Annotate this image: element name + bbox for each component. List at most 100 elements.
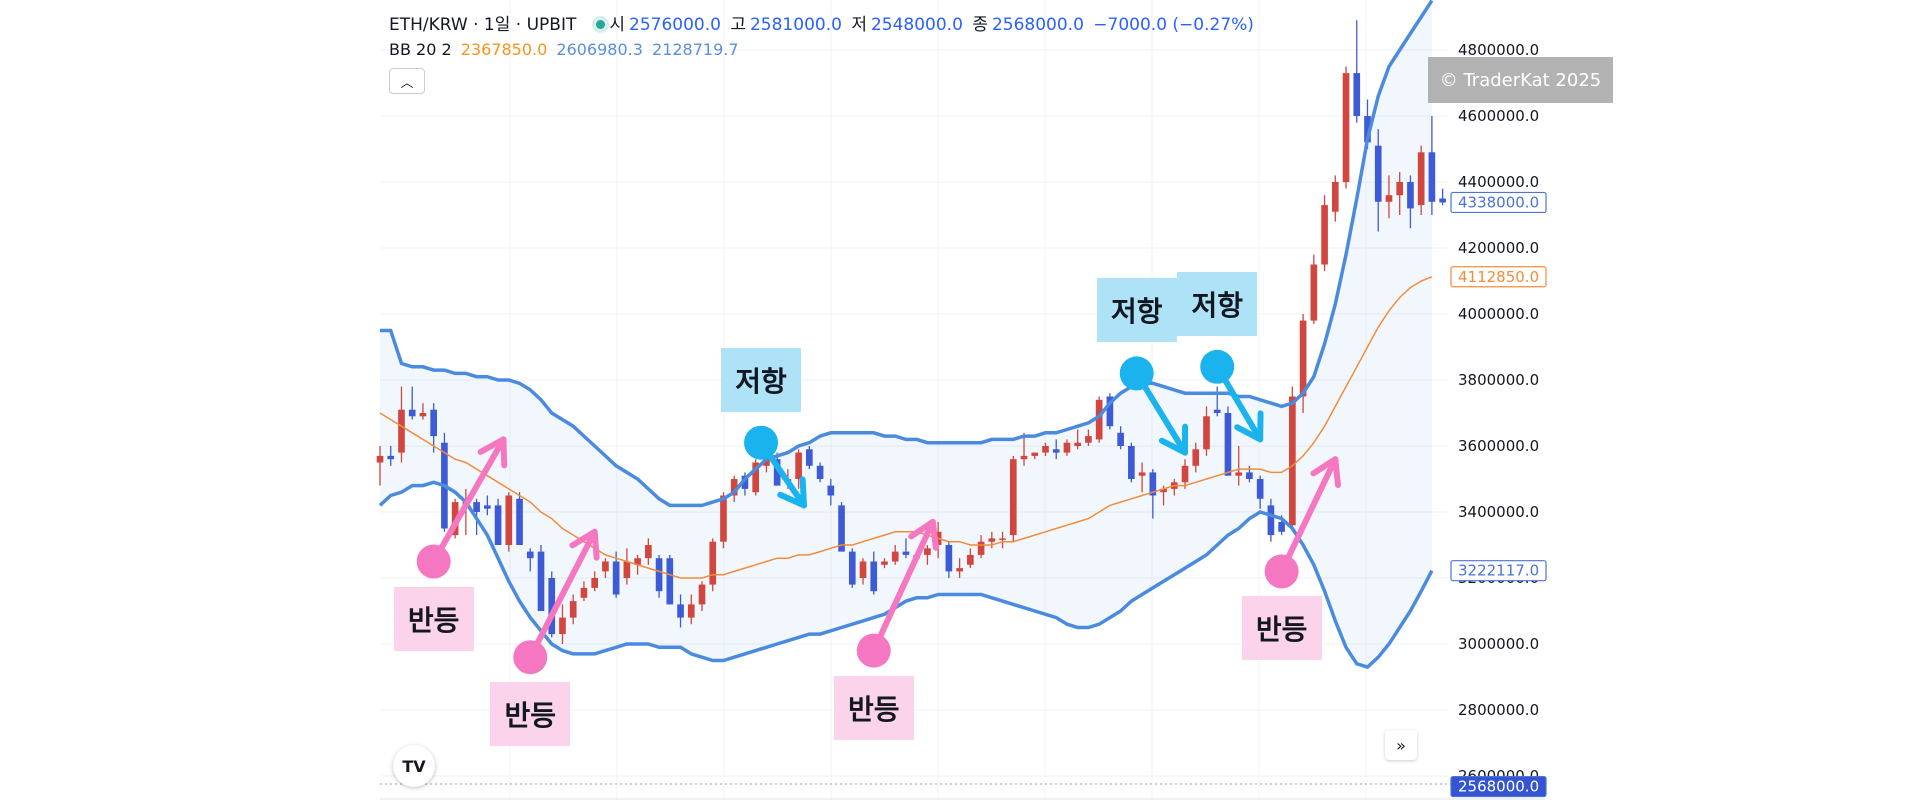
candle-body [687, 604, 695, 618]
change-value: −7000.0 (−0.27%) [1093, 15, 1254, 35]
price-tick-label: 3400000.0 [1458, 503, 1539, 521]
bounce-label: 반등 [490, 682, 571, 747]
candle-body [1428, 152, 1436, 202]
candle-body [1342, 73, 1350, 182]
price-tick-label: 3800000.0 [1458, 371, 1539, 389]
watermark: © TraderKat 2025 [1428, 57, 1613, 103]
high-value: 2581000.0 [749, 15, 842, 35]
price-tick-label: 2800000.0 [1458, 701, 1539, 719]
open-label: 시 [609, 15, 625, 35]
bounce-arrow-head [1310, 456, 1341, 489]
candle-body [376, 455, 384, 463]
candle-body [827, 485, 835, 496]
candle-body [730, 479, 738, 496]
candle-body [1117, 432, 1124, 446]
resistance-label: 저항 [1096, 278, 1177, 343]
bb-lower-value: 2128719.7 [652, 40, 739, 59]
candle-body [537, 551, 545, 611]
candle-body [430, 409, 437, 437]
indicator-legend[interactable]: BB 20 2 2367850.0 2606980.3 2128719.7 [389, 40, 743, 59]
candle-body [559, 617, 566, 635]
candle-body [945, 545, 953, 572]
symbol-legend: ETH/KRW · 1일 · UPBIT 시 2576000.0 고 2581000.… [389, 10, 1258, 35]
candle-body [1310, 264, 1318, 321]
price-tick-label: 4600000.0 [1458, 107, 1539, 125]
candle-body [1289, 396, 1296, 526]
candle-body [548, 578, 556, 635]
candle-body [494, 505, 502, 545]
candle-body [1052, 449, 1060, 453]
candle-body [859, 561, 867, 578]
candle-body [1020, 455, 1028, 460]
close-value: 2568000.0 [991, 15, 1084, 35]
candle-body [763, 459, 770, 466]
candle-body [838, 505, 845, 552]
candle-body [408, 409, 416, 417]
candle-body [902, 551, 910, 555]
open-value: 2576000.0 [629, 15, 721, 35]
price-label-text: 3222117.0 [1458, 562, 1539, 580]
candle-body [645, 545, 652, 559]
price-tick-label: 3000000.0 [1458, 635, 1539, 653]
double-chevron-right-icon: » [1396, 735, 1406, 755]
price-label-box [1450, 191, 1547, 214]
candle-body [1364, 116, 1371, 143]
candle-body [655, 558, 663, 592]
candle-body [848, 551, 856, 585]
bounce-arrow-head [569, 528, 600, 561]
symbol-title[interactable]: ETH/KRW · 1일 · UPBIT [389, 15, 577, 35]
bounce-marker-dot [1264, 554, 1299, 589]
candle-body [591, 578, 599, 588]
candle-body [967, 554, 974, 565]
market-status-icon [596, 20, 606, 29]
bounce-label: 반등 [1241, 596, 1322, 661]
candle-body [709, 541, 717, 585]
candle-body [387, 455, 395, 460]
bollinger-upper-line [380, 0, 1434, 508]
collapse-legend-button[interactable]: ︿ [389, 68, 425, 94]
candle-body [956, 568, 963, 572]
candle-body [1331, 182, 1339, 212]
candle-body [1009, 459, 1017, 536]
candle-body [612, 561, 620, 595]
candle-body [1267, 505, 1275, 536]
candle-body [484, 505, 491, 509]
resistance-label: 저항 [721, 347, 802, 412]
resist-marker-dot [1119, 356, 1154, 391]
candle-body [1160, 488, 1167, 493]
candle-body [698, 584, 706, 605]
resist-marker-dot [744, 425, 779, 460]
close-label: 종 [972, 15, 988, 35]
price-tick-label: 3600000.0 [1458, 437, 1539, 455]
price-axis[interactable]: 4800000.0 4600000.0 4400000.0 4200000.0 4000… [380, 41, 1547, 800]
bounce-arrow-line [527, 528, 598, 661]
candle-body [666, 558, 674, 605]
candle-body [1042, 446, 1049, 453]
candle-body [1031, 452, 1039, 456]
candle-body [580, 587, 588, 598]
candle-body [1138, 472, 1146, 476]
candle-body [623, 561, 631, 578]
bb-label[interactable]: BB 20 2 [389, 40, 452, 59]
candle-body [816, 465, 824, 479]
scroll-to-realtime-button[interactable]: » [1385, 730, 1417, 760]
bounce-label: 반등 [833, 675, 914, 740]
price-label-text: 2568000.0 [1458, 778, 1539, 796]
resistance-label: 저항 [1177, 271, 1258, 336]
bounce-arrow-head [477, 436, 508, 469]
bb-upper-value: 2606980.3 [556, 40, 643, 59]
price-label-box [1450, 266, 1547, 288]
candle-body [795, 452, 802, 479]
candle-body [1407, 182, 1414, 209]
bounce-arrow-line [870, 518, 936, 654]
candle-body [1246, 472, 1253, 479]
low-label: 저 [851, 15, 867, 35]
candle-body [1074, 442, 1082, 446]
bounce-marker-dot [416, 544, 451, 579]
candle-body [870, 561, 878, 592]
candle-body [752, 462, 760, 493]
candle-body [473, 502, 480, 512]
tradingview-logo[interactable]: TV [393, 745, 435, 787]
price-label-box [1450, 775, 1547, 798]
